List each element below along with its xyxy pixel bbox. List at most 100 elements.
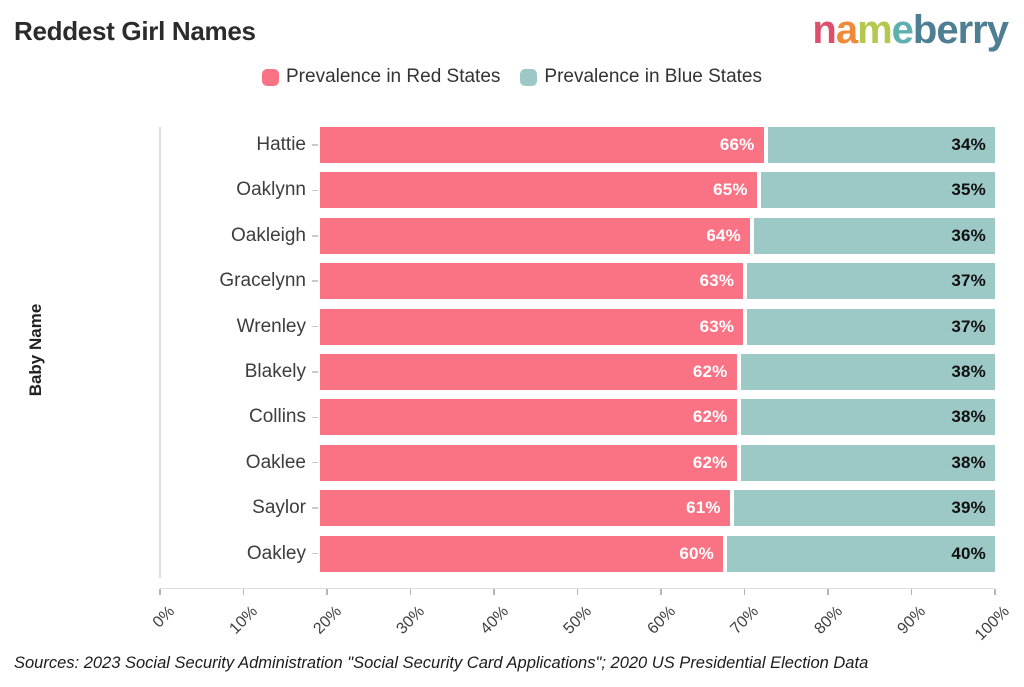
category-label: Blakely: [244, 360, 306, 382]
segment-value-label: 35%: [951, 180, 986, 200]
logo-letter: r: [957, 8, 974, 52]
logo-letter: m: [857, 8, 893, 52]
y-axis-label: Baby Name: [26, 303, 45, 397]
logo-letter: e: [891, 8, 914, 52]
legend-label: Prevalence in Blue States: [544, 66, 762, 87]
segment-value-label: 37%: [951, 271, 986, 291]
bar-row: Saylor 61% 39%: [160, 490, 995, 527]
y-tick-mark: [312, 235, 318, 237]
stacked-bar: 60% 40%: [320, 535, 995, 572]
x-tick-mark: [660, 589, 662, 595]
legend-swatch-icon: [262, 68, 279, 86]
stacked-bar: 65% 35%: [320, 172, 995, 209]
bar-row: Oakley 60% 40%: [160, 535, 995, 572]
category-label: Saylor: [252, 497, 306, 519]
legend-item: Prevalence in Red States: [262, 66, 500, 88]
segment-value-label: 38%: [951, 452, 986, 472]
category-label: Oakley: [246, 542, 306, 564]
category-label: Oaklee: [245, 451, 306, 473]
red-states-segment: 65%: [320, 172, 757, 209]
category-label: Oakleigh: [231, 224, 306, 246]
red-states-segment: 62%: [320, 444, 737, 481]
x-tick-mark: [493, 589, 495, 595]
x-tick-mark: [159, 589, 161, 595]
stacked-bar: 62% 38%: [320, 399, 995, 436]
x-tick-label: 10%: [226, 603, 262, 638]
bar-row: Oaklee 62% 38%: [160, 444, 995, 481]
y-tick-mark: [312, 461, 318, 464]
bar-row: Oaklynn 65% 35%: [160, 172, 995, 209]
x-tick-label: 0%: [149, 603, 179, 632]
y-tick-mark: [312, 552, 318, 555]
segment-value-label: 36%: [951, 225, 986, 245]
logo-letter: a: [835, 8, 858, 52]
segment-value-label: 63%: [699, 316, 735, 336]
logo-letter: r: [972, 8, 988, 52]
x-tick-mark: [242, 589, 245, 595]
blue-states-segment: 38%: [740, 399, 995, 436]
y-tick-mark: [312, 144, 318, 146]
x-tick-label: 40%: [477, 603, 513, 638]
y-axis-line: [159, 127, 161, 578]
legend-label: Prevalence in Red States: [286, 66, 501, 87]
source-note: Sources: 2023 Social Security Administra…: [14, 654, 869, 672]
x-tick-mark: [827, 589, 829, 595]
segment-value-label: 62%: [692, 452, 728, 472]
blue-states-segment: 38%: [740, 444, 995, 481]
category-label: Oaklynn: [236, 179, 306, 201]
stacked-bar: 63% 37%: [320, 263, 995, 300]
segment-value-label: 34%: [951, 135, 986, 154]
red-states-segment: 63%: [320, 263, 744, 300]
x-tick-label: 100%: [972, 603, 1014, 644]
logo-letter: y: [986, 8, 1009, 52]
segment-value-label: 37%: [951, 316, 986, 336]
blue-states-segment: 34%: [767, 127, 995, 163]
bar-row: Oakleigh 64% 36%: [160, 217, 995, 254]
segment-value-label: 38%: [951, 361, 986, 381]
y-tick-mark: [312, 325, 318, 328]
blue-states-segment: 35%: [760, 172, 995, 209]
category-label: Hattie: [256, 134, 306, 155]
x-tick-label: 60%: [644, 603, 680, 638]
logo-letter: b: [912, 8, 937, 52]
blue-states-segment: 39%: [733, 490, 995, 527]
segment-value-label: 62%: [692, 407, 728, 427]
stacked-bar: 66% 34%: [320, 127, 995, 163]
segment-value-label: 39%: [951, 498, 986, 518]
red-states-segment: 61%: [320, 490, 730, 527]
bar-rows: Hattie 66% 34% Oaklynn 65% 35% Oakleigh 64% 36% G…: [160, 122, 995, 582]
bar-row: Wrenley 63% 37%: [160, 308, 995, 345]
segment-value-label: 60%: [679, 543, 714, 563]
x-tick-label: 20%: [310, 603, 346, 638]
blue-states-segment: 40%: [727, 535, 995, 572]
red-states-segment: 60%: [320, 535, 723, 572]
blue-states-segment: 38%: [740, 353, 995, 390]
logo-letter: e: [936, 8, 958, 52]
legend: Prevalence in Red States Prevalence in Bl…: [0, 66, 1024, 88]
x-tick-label: 80%: [811, 603, 847, 638]
category-label: Collins: [248, 406, 306, 428]
stacked-bar: 62% 38%: [320, 444, 995, 481]
category-label: Wrenley: [236, 315, 306, 337]
red-states-segment: 62%: [320, 399, 737, 436]
x-tick-mark: [994, 589, 996, 595]
chart-area: Baby Name Hattie 66% 34% Oaklynn 65% 35% Oakle…: [0, 122, 1024, 582]
segment-value-label: 40%: [951, 543, 986, 563]
blue-states-segment: 36%: [754, 217, 995, 254]
x-axis: 0% 10% 20% 30% 40% 50% 60% 70% 80% 90% 100%: [150, 588, 1013, 648]
segment-value-label: 65%: [713, 180, 748, 200]
y-tick-mark: [312, 507, 318, 509]
segment-value-label: 64%: [706, 225, 741, 245]
bar-row: Blakely 62% 38%: [160, 353, 995, 390]
blue-states-segment: 37%: [747, 263, 995, 300]
x-tick-mark: [743, 589, 746, 595]
y-tick-mark: [312, 280, 318, 282]
stacked-bar: 63% 37%: [320, 308, 995, 345]
blue-states-segment: 37%: [747, 308, 995, 345]
nameberry-logo: nameberry: [812, 8, 1009, 53]
bar-row: Hattie 66% 34%: [160, 127, 995, 163]
red-states-segment: 64%: [320, 217, 750, 254]
x-tick-mark: [910, 589, 913, 595]
segment-value-label: 38%: [951, 407, 986, 427]
